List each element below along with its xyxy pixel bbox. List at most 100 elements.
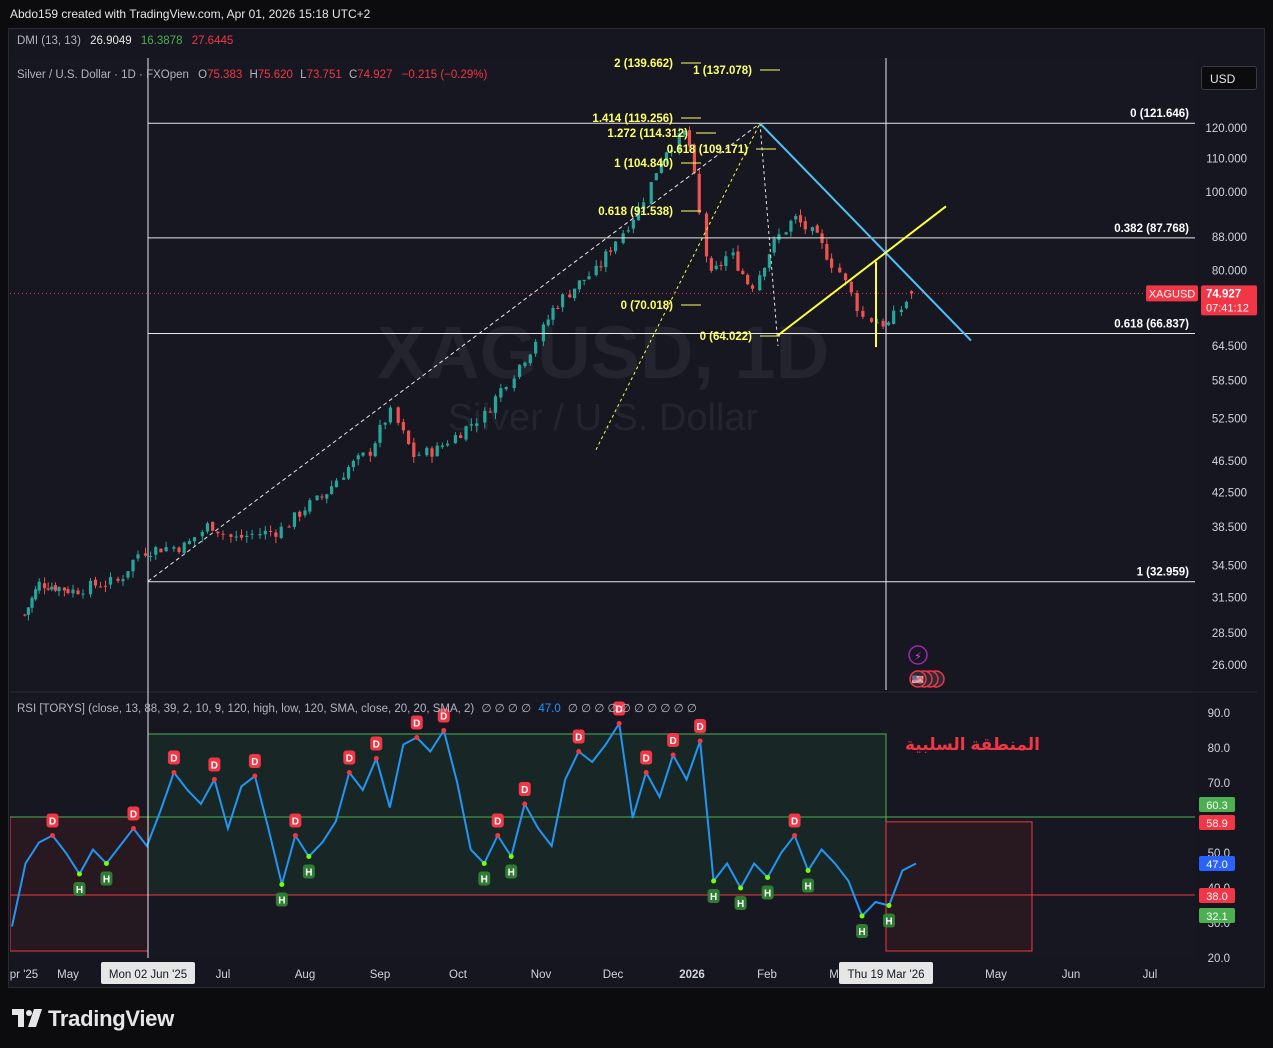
candle-body bbox=[719, 264, 723, 266]
signal-d-label: D bbox=[413, 719, 420, 730]
candle bbox=[98, 581, 103, 588]
candle bbox=[66, 586, 70, 595]
candle bbox=[50, 582, 54, 592]
candle bbox=[334, 478, 339, 488]
time-axis-bg bbox=[10, 960, 1195, 986]
candle bbox=[904, 300, 909, 310]
rsi-negative-zone bbox=[885, 821, 1033, 952]
candle-body bbox=[736, 251, 740, 271]
candle-body bbox=[504, 387, 508, 390]
signal-h-box bbox=[802, 878, 815, 893]
signal-d-dot bbox=[130, 826, 136, 831]
candle bbox=[475, 418, 479, 433]
candle-body bbox=[784, 232, 788, 235]
signal-h-dot bbox=[76, 871, 82, 877]
dmi-legend[interactable]: DMI (13, 13) 26.9049 16.3878 27.6445 bbox=[17, 35, 233, 47]
signal-d-dot bbox=[171, 770, 177, 775]
candle-body bbox=[269, 530, 273, 532]
rsi-tick-label: 20.0 bbox=[1208, 953, 1230, 965]
time-tick-label: May bbox=[57, 969, 79, 981]
candle-body bbox=[308, 500, 312, 512]
rsi-signal-h: H bbox=[478, 861, 491, 886]
candle bbox=[37, 578, 41, 594]
candle-body bbox=[803, 221, 807, 230]
candle-body bbox=[798, 215, 803, 223]
price-tick-label: 34.500 bbox=[1212, 561, 1247, 573]
candle bbox=[464, 425, 468, 442]
candle-body bbox=[136, 554, 140, 559]
candle bbox=[330, 480, 334, 495]
signal-d-dot bbox=[346, 770, 352, 775]
signal-d-label: D bbox=[643, 754, 650, 765]
candle bbox=[76, 587, 80, 595]
candle bbox=[626, 226, 630, 234]
candle bbox=[187, 538, 191, 545]
candle bbox=[298, 510, 302, 522]
candle bbox=[356, 452, 360, 466]
candle-body bbox=[245, 535, 249, 537]
candle-body bbox=[368, 451, 372, 456]
rsi-level-value: 60.3 bbox=[1206, 800, 1227, 812]
candle-body bbox=[76, 590, 80, 595]
signal-d-dot bbox=[211, 777, 217, 782]
rsi-signal-d: D bbox=[437, 708, 450, 733]
signal-d-label: D bbox=[346, 754, 353, 765]
time-tick-label: Sep bbox=[370, 969, 390, 981]
candle bbox=[23, 613, 27, 617]
price-tick-label: 80.000 bbox=[1212, 265, 1247, 277]
lightning-icon bbox=[908, 645, 928, 665]
candle bbox=[838, 263, 842, 273]
signal-h-box bbox=[883, 913, 896, 928]
blue-trendline bbox=[759, 122, 972, 342]
candle-body bbox=[825, 243, 829, 260]
candle-body bbox=[704, 213, 709, 257]
candle bbox=[108, 572, 113, 589]
candle bbox=[200, 529, 204, 543]
candle-body bbox=[378, 424, 382, 443]
candle-body bbox=[182, 542, 186, 554]
candle-body bbox=[654, 173, 658, 181]
candle bbox=[803, 216, 807, 234]
candle-body bbox=[659, 161, 664, 173]
candle bbox=[892, 305, 896, 325]
candle-body bbox=[351, 460, 355, 468]
candle-body bbox=[587, 276, 591, 280]
candle-body bbox=[692, 144, 697, 174]
candle-body bbox=[126, 571, 130, 578]
rsi-signal-d: D bbox=[667, 733, 680, 758]
candle-body bbox=[551, 307, 555, 320]
candle-body bbox=[714, 265, 718, 270]
signal-h-dot bbox=[103, 861, 109, 866]
candle bbox=[861, 306, 865, 319]
dmi-value-1: 26.9049 bbox=[90, 35, 132, 47]
rsi-zeros-before: ∅ ∅ ∅ ∅ bbox=[481, 703, 532, 715]
candle bbox=[229, 533, 233, 543]
symbol-legend[interactable]: Silver / U.S. Dollar · 1D · FXOpen O75.3… bbox=[17, 69, 487, 81]
candle bbox=[159, 548, 163, 553]
candle-body bbox=[599, 266, 603, 268]
rsi-signal-d: D bbox=[370, 736, 383, 761]
low-label: L bbox=[300, 69, 307, 81]
signal-d-dot bbox=[697, 738, 703, 744]
rsi-legend[interactable]: RSI [TORYS] (close, 13, 88, 39, 2, 10, 9… bbox=[17, 701, 697, 715]
candle bbox=[320, 493, 324, 501]
close-label: C bbox=[348, 69, 358, 81]
candle bbox=[258, 527, 262, 539]
candle-body bbox=[794, 216, 798, 220]
price-tick-label: 88.000 bbox=[1212, 232, 1247, 244]
candle-body bbox=[604, 251, 608, 268]
candle-body bbox=[148, 555, 153, 557]
candle-body bbox=[30, 597, 34, 608]
candle bbox=[308, 498, 312, 515]
candle bbox=[172, 545, 176, 552]
candle-body bbox=[899, 309, 903, 313]
fib-extension-label: 0 (70.018) bbox=[621, 300, 674, 312]
candle-body bbox=[849, 281, 853, 293]
candle bbox=[677, 127, 681, 155]
currency-button[interactable]: USD bbox=[1201, 66, 1257, 90]
axes: 120.000 110.000 100.000 88.000 80.000 64.500 5… bbox=[10, 58, 1257, 986]
candle bbox=[131, 559, 135, 578]
signal-d-box bbox=[518, 782, 531, 796]
candle bbox=[758, 270, 762, 292]
